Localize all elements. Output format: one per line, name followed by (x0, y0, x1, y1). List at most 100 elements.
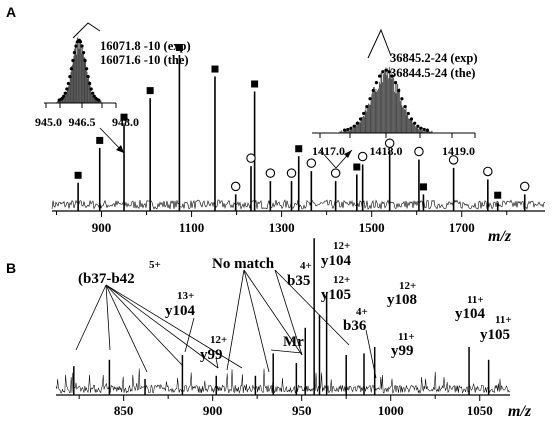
ion-label-y99-11: 11+ y99 (391, 331, 415, 359)
ion-label-y105-12: 12+ y105 (321, 274, 351, 303)
ion-label-b35-4: 4+ b35 (287, 260, 312, 289)
square-marker (120, 113, 128, 121)
theory-dot (346, 127, 350, 132)
inset-right-tick-label: 1418.0 (370, 144, 403, 158)
theory-dot (83, 58, 87, 63)
square-marker (175, 43, 183, 51)
circle-marker (519, 181, 530, 192)
theory-dot (88, 81, 92, 86)
ion-label-charge: 12+ (333, 274, 350, 286)
noise-line (55, 368, 510, 394)
square-marker (211, 65, 219, 73)
theory-dot (89, 87, 93, 91)
theory-dot (97, 98, 101, 102)
ion-label-name: y108 (387, 292, 417, 308)
inset-right-ticks (319, 133, 476, 138)
panel-a-tick-label: 900 (92, 220, 112, 235)
theory-dot (374, 81, 379, 85)
theory-dot (358, 117, 363, 121)
circle-marker (246, 153, 256, 163)
theory-dot (343, 128, 347, 132)
circle-marker (448, 155, 459, 165)
theory-dot (69, 67, 73, 71)
inset-right-exp-label: 36845.2-24 (exp) (390, 51, 478, 65)
panel-a-x-axis-title: m/z (488, 228, 512, 245)
theory-dot (384, 68, 388, 72)
inset-left-isotope-trace (56, 37, 102, 103)
theory-dot (397, 88, 401, 93)
ion-label-charge: 4+ (356, 306, 368, 318)
theory-dot (368, 97, 372, 101)
inset-right-link-line (319, 149, 337, 169)
theory-dot (403, 104, 407, 109)
panel-a-x-ticks (56, 211, 508, 217)
ion-label-charge: 4+ (300, 260, 312, 272)
theory-dot (371, 88, 375, 93)
ion-label-name: (b37-b42 (78, 271, 135, 287)
theory-dot (80, 44, 84, 48)
ion-label-name: y104 (455, 306, 486, 322)
theory-dot (425, 128, 429, 132)
ion-label-name: Mr (283, 334, 304, 350)
ion-label-charge: 11+ (398, 331, 415, 343)
panel-b-tick-label: 850 (114, 403, 134, 418)
circle-marker (414, 146, 424, 157)
panel-a-inset-right: 1417.0 1418.0 1419.0 36845.2-24 (exp) 36… (312, 28, 478, 158)
ion-label-charge: 12+ (333, 240, 350, 252)
theory-dot (72, 51, 77, 55)
theory-dot (81, 51, 86, 55)
ion-label-name: y104 (165, 303, 196, 319)
inset-left-link-arrowhead (116, 145, 124, 153)
inset-left-theoretical-dots (57, 38, 101, 102)
inset-right-the-label: 36844.5-24 (the) (390, 66, 475, 80)
panel-b-tick-label: 950 (292, 403, 312, 418)
ion-label-no-match: No match (212, 256, 275, 272)
ion-label-y108-12: 12+ y108 (387, 280, 417, 308)
inset-left-the-label: 16071.6 -10 (the) (100, 53, 189, 67)
panel-a-peaks (77, 54, 526, 211)
theory-dot (352, 124, 356, 128)
theory-dot (63, 91, 67, 95)
panel-a-peak-markers (74, 43, 530, 199)
ion-label-charge: 12+ (399, 280, 416, 292)
square-marker (146, 87, 154, 95)
circle-marker (483, 166, 493, 177)
inset-right-link-arrowhead (344, 150, 352, 158)
panel-a-tick-label: 1500 (359, 220, 385, 235)
theory-dot (378, 74, 382, 78)
theory-dot (387, 70, 391, 74)
ion-label-y104-13: 13+ y104 (165, 290, 196, 319)
inset-left-ticks (45, 103, 117, 108)
square-marker (419, 183, 427, 191)
inset-left-exp-label: 16071.8 -10 (exp) (100, 39, 191, 53)
panel-a-tick-label: 1700 (449, 220, 475, 235)
panel-b-letter: B (6, 260, 16, 276)
ion-label-y104-12: 12+ y104 (321, 240, 352, 269)
theory-dot (413, 121, 417, 125)
circle-marker (384, 138, 395, 148)
panel-b-ion-annotations: (b37-b42 5+ 13+ y104 12+ y99 No match 4+… (78, 240, 512, 363)
square-marker (353, 163, 361, 171)
panel-b-x-axis-title: m/z (508, 403, 532, 420)
ion-label-mr: Mr (283, 334, 304, 350)
ion-label-b37-b42: (b37-b42 5+ (78, 259, 161, 287)
square-marker (74, 171, 82, 179)
panel-b-x-ticks (78, 395, 481, 401)
ion-label-charge: 5+ (149, 259, 161, 271)
inset-left-tick-label: 946.5 (69, 115, 96, 129)
theory-dot (78, 40, 83, 44)
theory-dot (91, 91, 95, 95)
ion-label-charge: 13+ (177, 290, 194, 302)
ion-label-charge: 11+ (495, 314, 512, 326)
theory-dot (409, 117, 414, 121)
inset-right-callout (367, 28, 392, 59)
circle-marker (330, 168, 341, 178)
inset-right-isotope-trace (339, 66, 433, 133)
panel-b-callout-lines (75, 269, 377, 379)
panel-b-tick-label: 1050 (467, 403, 493, 418)
panel-b-peaks (73, 238, 490, 395)
theory-dot (66, 81, 70, 86)
theory-dot (65, 87, 69, 91)
circle-marker (230, 181, 241, 192)
